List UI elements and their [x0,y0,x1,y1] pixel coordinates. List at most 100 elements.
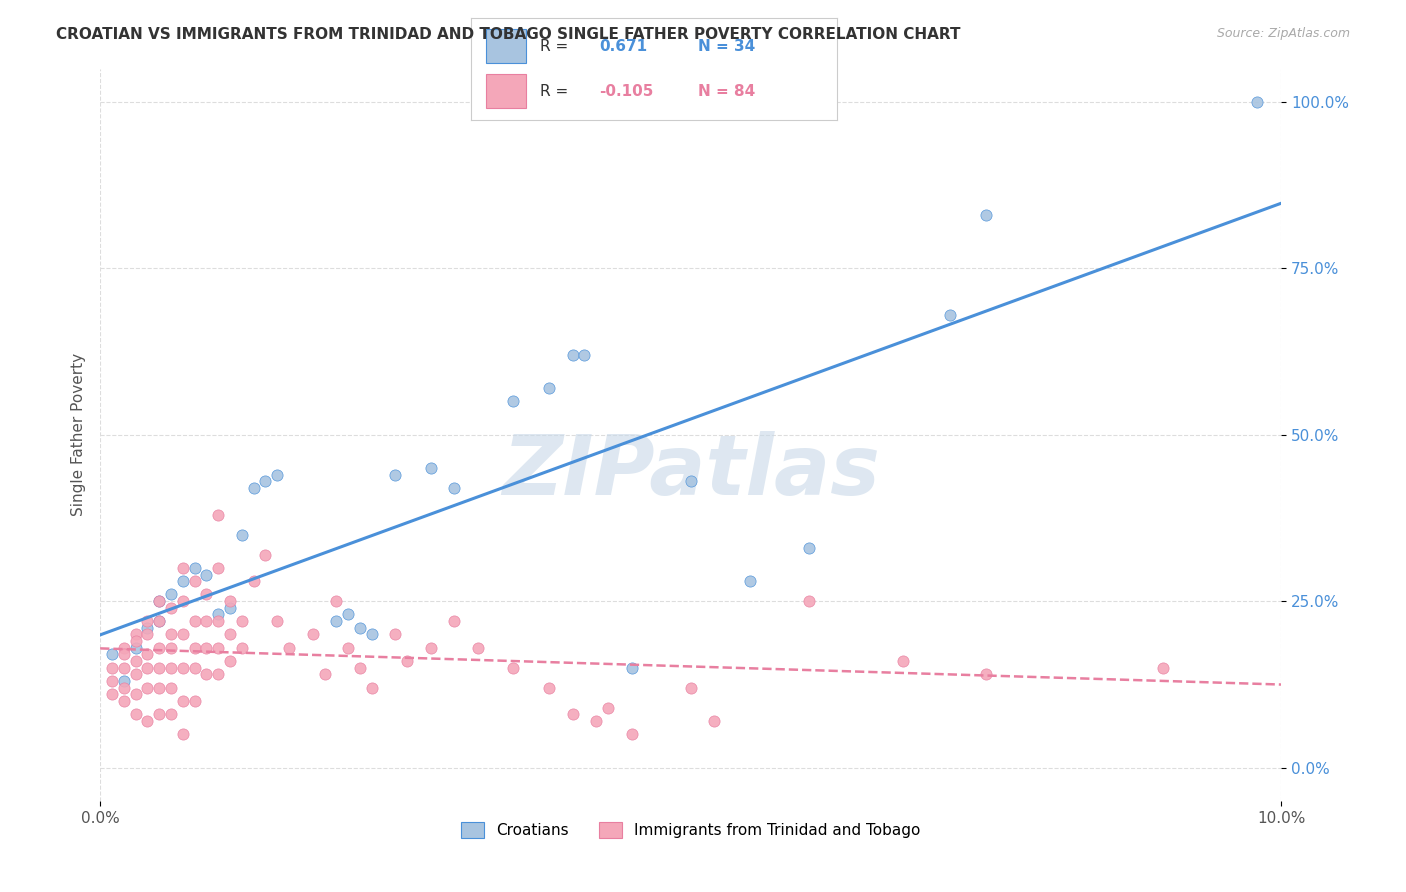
Point [124,640,146,655]
Point [112,661,135,675]
Point [183,640,205,655]
Point [537,381,560,395]
Point [419,640,441,655]
Point [337,640,360,655]
Point [620,727,643,741]
Point [1246,95,1268,109]
Point [242,574,264,589]
Point [136,621,159,635]
Point [183,614,205,628]
Point [101,687,124,701]
Text: -0.105: -0.105 [599,84,654,99]
Point [325,614,347,628]
Point [183,661,205,675]
Point [148,614,170,628]
Point [172,694,194,708]
Point [160,600,183,615]
Point [231,640,253,655]
Point [207,640,229,655]
Point [349,621,371,635]
Point [231,527,253,541]
Point [325,594,347,608]
Point [124,634,146,648]
Point [561,707,583,722]
Point [124,687,146,701]
Point [537,681,560,695]
Point [974,208,997,222]
Bar [485,74,526,108]
Point [160,661,183,675]
Point [207,561,229,575]
Point [384,627,406,641]
Point [738,574,761,589]
Point [349,661,371,675]
Point [112,673,135,688]
Point [172,627,194,641]
Point [136,648,159,662]
Point [124,654,146,668]
Point [939,308,962,322]
Text: 0.671: 0.671 [599,38,647,54]
Point [195,567,218,582]
Point [136,714,159,728]
Point [207,508,229,522]
Text: ZIPatlas: ZIPatlas [502,431,880,512]
Point [101,661,124,675]
Point [183,694,205,708]
Point [574,348,596,362]
Point [160,681,183,695]
Point [797,594,820,608]
Point [207,667,229,681]
Point [148,640,170,655]
Text: N = 84: N = 84 [697,84,755,99]
Point [1152,661,1174,675]
Point [561,348,583,362]
Point [219,600,242,615]
Point [172,574,194,589]
Point [620,661,643,675]
Point [101,673,124,688]
Point [136,681,159,695]
Point [219,594,242,608]
Point [195,614,218,628]
Point [112,648,135,662]
Point [160,640,183,655]
Point [337,607,360,622]
Text: Source: ZipAtlas.com: Source: ZipAtlas.com [1216,27,1350,40]
Point [160,587,183,601]
Text: N = 34: N = 34 [697,38,755,54]
Point [172,594,194,608]
Point [254,475,277,489]
Point [112,694,135,708]
Point [974,667,997,681]
Point [183,574,205,589]
Bar [485,29,526,63]
Point [183,561,205,575]
Point [172,661,194,675]
Point [148,594,170,608]
Point [219,654,242,668]
Point [195,640,218,655]
Point [443,614,465,628]
Point [172,561,194,575]
Point [360,627,382,641]
Point [266,614,288,628]
Point [136,614,159,628]
Point [112,681,135,695]
Point [797,541,820,555]
Point [136,661,159,675]
Point [278,640,301,655]
Point [419,461,441,475]
Point [266,467,288,482]
Point [242,481,264,495]
Point [467,640,489,655]
Point [207,607,229,622]
Point [502,661,524,675]
Point [172,727,194,741]
Point [703,714,725,728]
Point [160,627,183,641]
Point [219,627,242,641]
Point [596,700,619,714]
Point [101,648,124,662]
Point [301,627,323,641]
